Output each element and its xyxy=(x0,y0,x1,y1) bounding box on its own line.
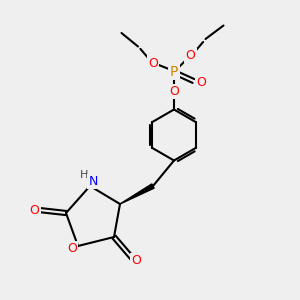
Text: P: P xyxy=(170,65,178,79)
Text: O: O xyxy=(148,56,158,70)
Text: O: O xyxy=(196,76,206,89)
Text: O: O xyxy=(169,85,179,98)
Text: O: O xyxy=(132,254,141,268)
Text: H: H xyxy=(80,170,88,181)
Text: N: N xyxy=(88,175,98,188)
Text: O: O xyxy=(67,242,77,256)
Text: O: O xyxy=(186,49,195,62)
Polygon shape xyxy=(120,184,154,204)
Text: O: O xyxy=(30,203,39,217)
